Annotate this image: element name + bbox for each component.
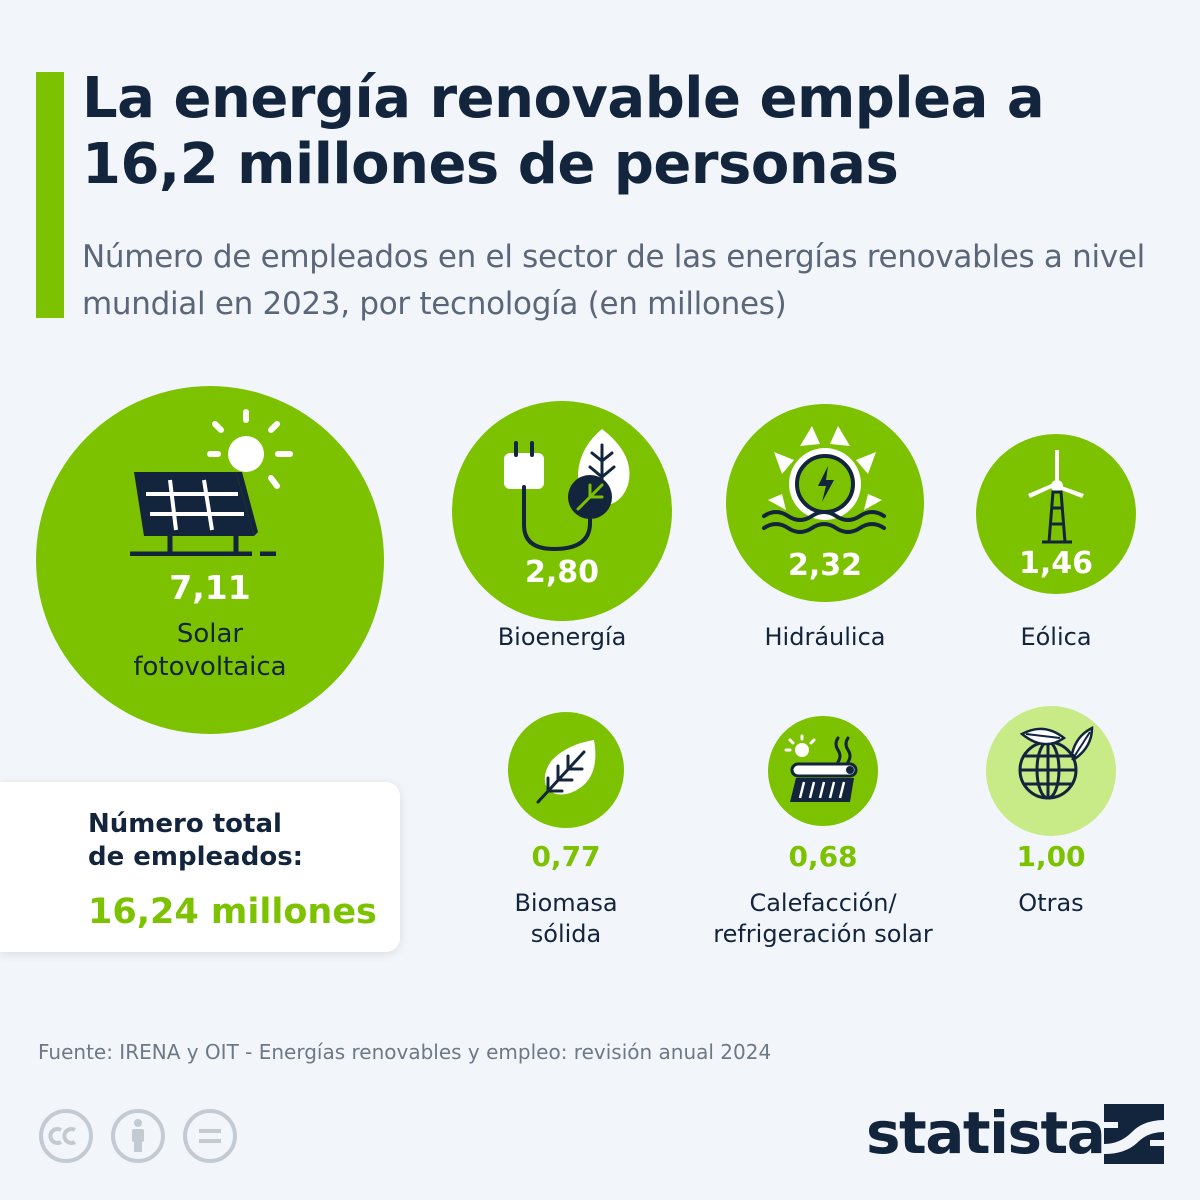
calefaccion-label-line2: refrigeración solar — [713, 920, 933, 948]
chart-subtitle: Número de empleados en el sector de las … — [82, 239, 1145, 322]
total-card — [0, 782, 400, 952]
globe-leaf-icon — [1018, 725, 1094, 800]
statista-logo-text[interactable]: statista — [866, 1099, 1106, 1167]
bubble-calefaccion — [768, 716, 878, 826]
solar-panel-icon — [130, 409, 293, 556]
total-value: 16,24 millones — [88, 892, 377, 932]
water-turbine-icon — [762, 426, 886, 534]
bubble-hidraulica: 2,32 — [726, 404, 924, 602]
cc-icon[interactable] — [38, 1108, 94, 1164]
eolica-label: Eólica — [1020, 623, 1092, 651]
solar-label-line1: Solar — [176, 619, 244, 649]
solar-collector-icon — [784, 734, 858, 802]
calefaccion-value: 0,68 — [788, 840, 858, 873]
title-accent-bar — [36, 72, 64, 318]
biomasa-label-line1: Biomasa — [514, 889, 618, 917]
biomasa-label: Biomasa sólida — [466, 888, 666, 950]
attribution-icon[interactable] — [110, 1108, 166, 1164]
biomasa-label-line2: sólida — [530, 920, 602, 948]
total-label-line1: Número total — [88, 809, 282, 839]
calefaccion-label-line1: Calefacción/ — [749, 889, 897, 917]
biomasa-value: 0,77 — [531, 840, 601, 873]
otras-label: Otras — [1018, 889, 1084, 917]
bioenergia-value: 2,80 — [524, 555, 600, 590]
source-note: Fuente: IRENA y OIT - Energías renovable… — [38, 1040, 772, 1064]
leaf-icon — [536, 740, 596, 804]
bubble-bioenergia: 2,80 — [452, 401, 672, 621]
solar-label-line2: fotovoltaica — [133, 652, 287, 682]
otras-value: 1,00 — [1016, 840, 1086, 873]
eolica-value: 1,46 — [1018, 546, 1094, 581]
wind-turbine-icon — [1028, 450, 1084, 544]
hidraulica-label: Hidráulica — [764, 623, 886, 651]
bubble-eolica: 1,46 — [976, 434, 1136, 594]
calefaccion-label: Calefacción/ refrigeración solar — [676, 888, 970, 950]
total-label: Número total de empleados: — [88, 808, 388, 874]
bubble-otras — [986, 706, 1116, 836]
bioenergia-label: Bioenergía — [497, 623, 627, 651]
solar-value: 7,11 — [169, 568, 251, 607]
hidraulica-value: 2,32 — [787, 548, 863, 583]
bubble-biomasa — [508, 712, 624, 828]
plug-leaf-icon — [504, 429, 630, 552]
chart-title: La energía renovable emplea a 16,2 millo… — [82, 66, 1045, 197]
statista-logo-icon[interactable] — [1104, 1104, 1164, 1164]
total-label-line2: de empleados: — [88, 842, 304, 872]
solar-label: Solar fotovoltaica — [36, 618, 384, 684]
no-derivatives-icon[interactable] — [182, 1108, 238, 1164]
bubble-solar: 7,11 Solar fotovoltaica — [36, 386, 384, 734]
